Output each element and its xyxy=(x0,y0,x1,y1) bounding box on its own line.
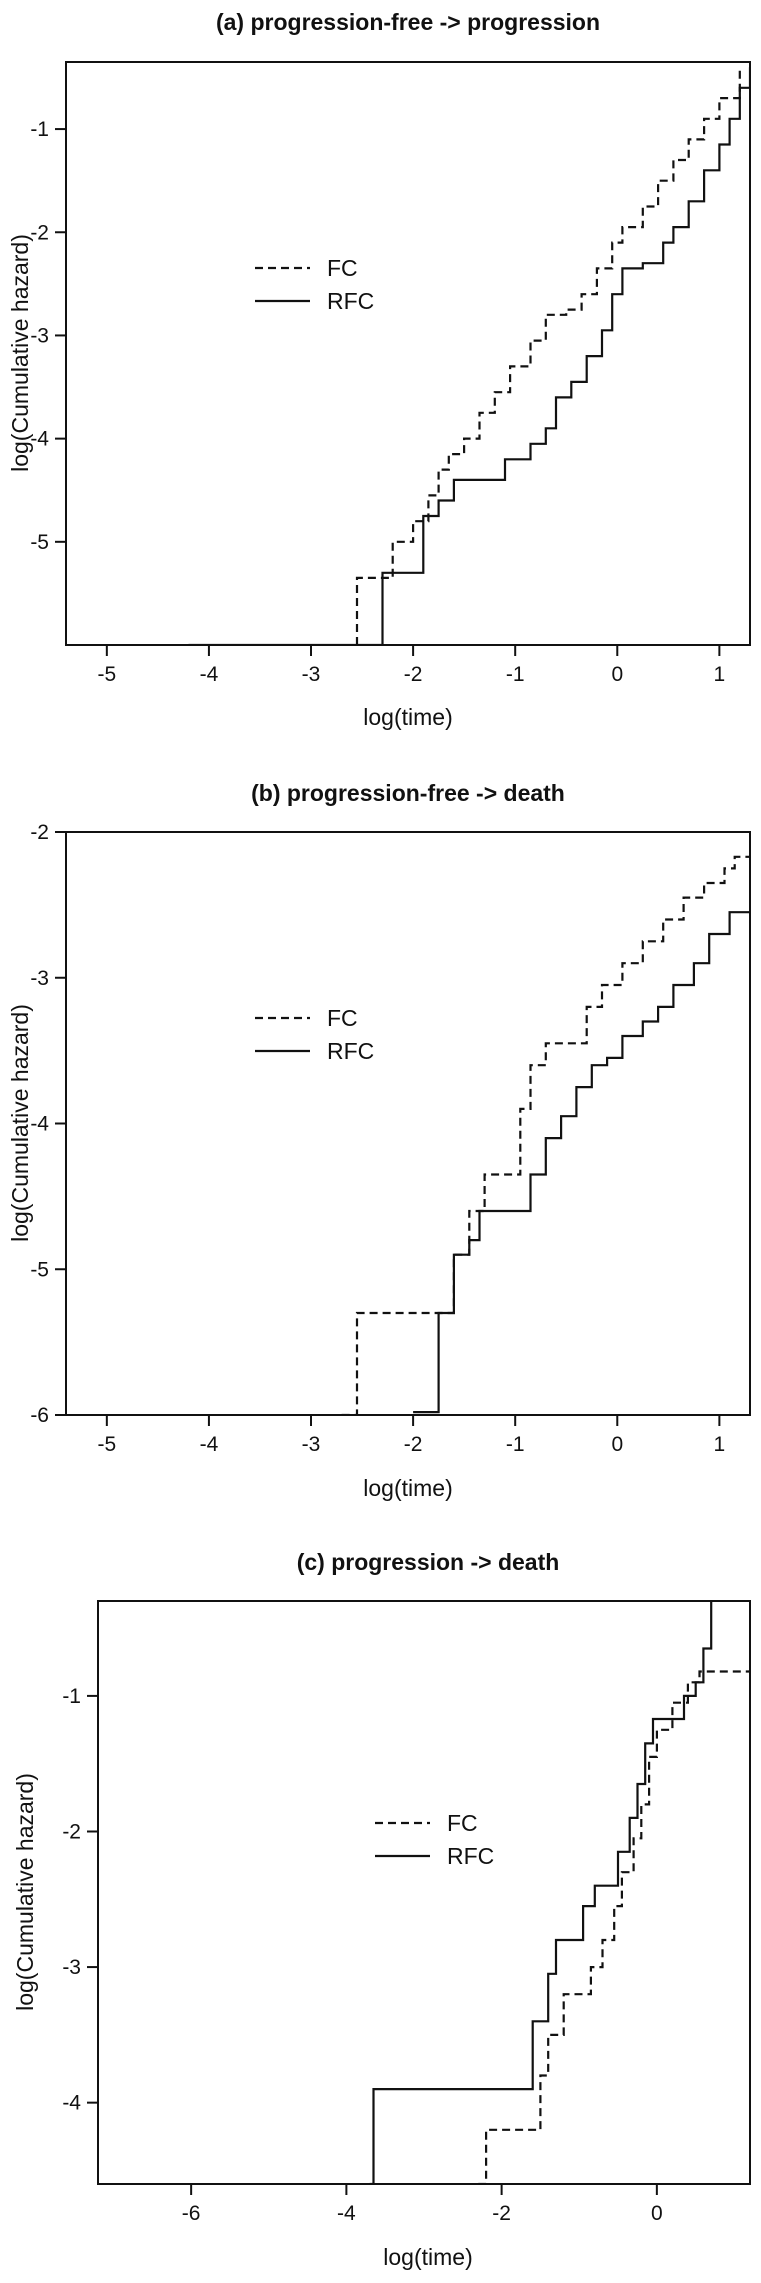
legend-label: FC xyxy=(327,1005,358,1031)
y-tick-label: -4 xyxy=(30,428,49,451)
x-tick-label: -4 xyxy=(200,1433,219,1456)
legend: FC RFC xyxy=(375,1810,494,1869)
x-tick-label: -5 xyxy=(97,663,116,686)
panel-b: (b) progression-free -> death -5 -4 -3 -2 -1 0… xyxy=(7,780,751,1501)
x-tick-label: 1 xyxy=(714,1433,726,1456)
x-tick-label: 0 xyxy=(611,663,623,686)
legend-label: RFC xyxy=(327,1038,374,1064)
x-tick-label: -1 xyxy=(506,1433,525,1456)
x-tick-label: -1 xyxy=(506,663,525,686)
y-tick-label: -6 xyxy=(30,1404,49,1427)
y-tick-label: -1 xyxy=(62,1685,81,1708)
x-axis-label: log(time) xyxy=(363,1475,452,1501)
panel-a: (a) progression-free -> progression -5 -4 -… xyxy=(7,9,751,730)
x-tick-label: 1 xyxy=(714,663,726,686)
x-tick-label: -5 xyxy=(97,1433,116,1456)
y-tick-label: -4 xyxy=(30,1113,49,1136)
panel-c: (c) progression -> death -6 -4 -2 0 -4 -3 -2 -1 l… xyxy=(12,1549,751,2270)
legend-label: RFC xyxy=(327,288,374,314)
x-tick-label: 0 xyxy=(651,2202,663,2225)
chart-title: (a) progression-free -> progression xyxy=(216,9,600,35)
plot-frame xyxy=(65,831,751,1416)
y-tick-label: -1 xyxy=(30,118,49,141)
plot-frame xyxy=(97,1600,751,2185)
legend: FC RFC xyxy=(255,255,374,314)
x-tick-label: -2 xyxy=(404,663,423,686)
plot-frame xyxy=(65,61,751,646)
x-tick-label: 0 xyxy=(611,1433,623,1456)
x-tick-label: -2 xyxy=(404,1433,423,1456)
legend-label: FC xyxy=(327,255,358,281)
x-tick-label: -3 xyxy=(302,663,321,686)
y-tick-label: -5 xyxy=(30,531,49,554)
x-tick-label: -3 xyxy=(302,1433,321,1456)
y-tick-label: -2 xyxy=(30,221,49,244)
series-line-rfc xyxy=(188,67,750,645)
chart-title: (b) progression-free -> death xyxy=(251,780,565,806)
series-line-rfc xyxy=(369,1601,713,2184)
y-axis-label: log(Cumulative hazard) xyxy=(12,1773,38,2011)
legend: FC RFC xyxy=(255,1005,374,1064)
y-tick-label: -5 xyxy=(30,1258,49,1281)
legend-label: FC xyxy=(447,1810,478,1836)
series-line-fc xyxy=(341,855,750,1415)
y-axis-label: log(Cumulative hazard) xyxy=(7,1004,33,1242)
x-tick-label: -6 xyxy=(182,2202,201,2225)
x-tick-label: -4 xyxy=(337,2202,356,2225)
series-line-fc xyxy=(355,67,741,645)
y-tick-label: -3 xyxy=(62,1956,81,1979)
x-axis-label: log(time) xyxy=(383,2244,472,2270)
y-tick-label: -2 xyxy=(62,1820,81,1843)
y-axis-label: log(Cumulative hazard) xyxy=(7,234,33,472)
y-tick-label: -4 xyxy=(62,2092,81,2115)
series-line-fc xyxy=(478,1670,750,2184)
y-tick-label: -3 xyxy=(30,967,49,990)
y-tick-label: -2 xyxy=(30,821,49,844)
legend-label: RFC xyxy=(447,1843,494,1869)
chart-title: (c) progression -> death xyxy=(297,1549,560,1575)
series-line-rfc xyxy=(413,911,750,1414)
y-tick-label: -3 xyxy=(30,324,49,347)
x-tick-label: -2 xyxy=(492,2202,511,2225)
x-axis-label: log(time) xyxy=(363,704,452,730)
x-tick-label: -4 xyxy=(200,663,219,686)
